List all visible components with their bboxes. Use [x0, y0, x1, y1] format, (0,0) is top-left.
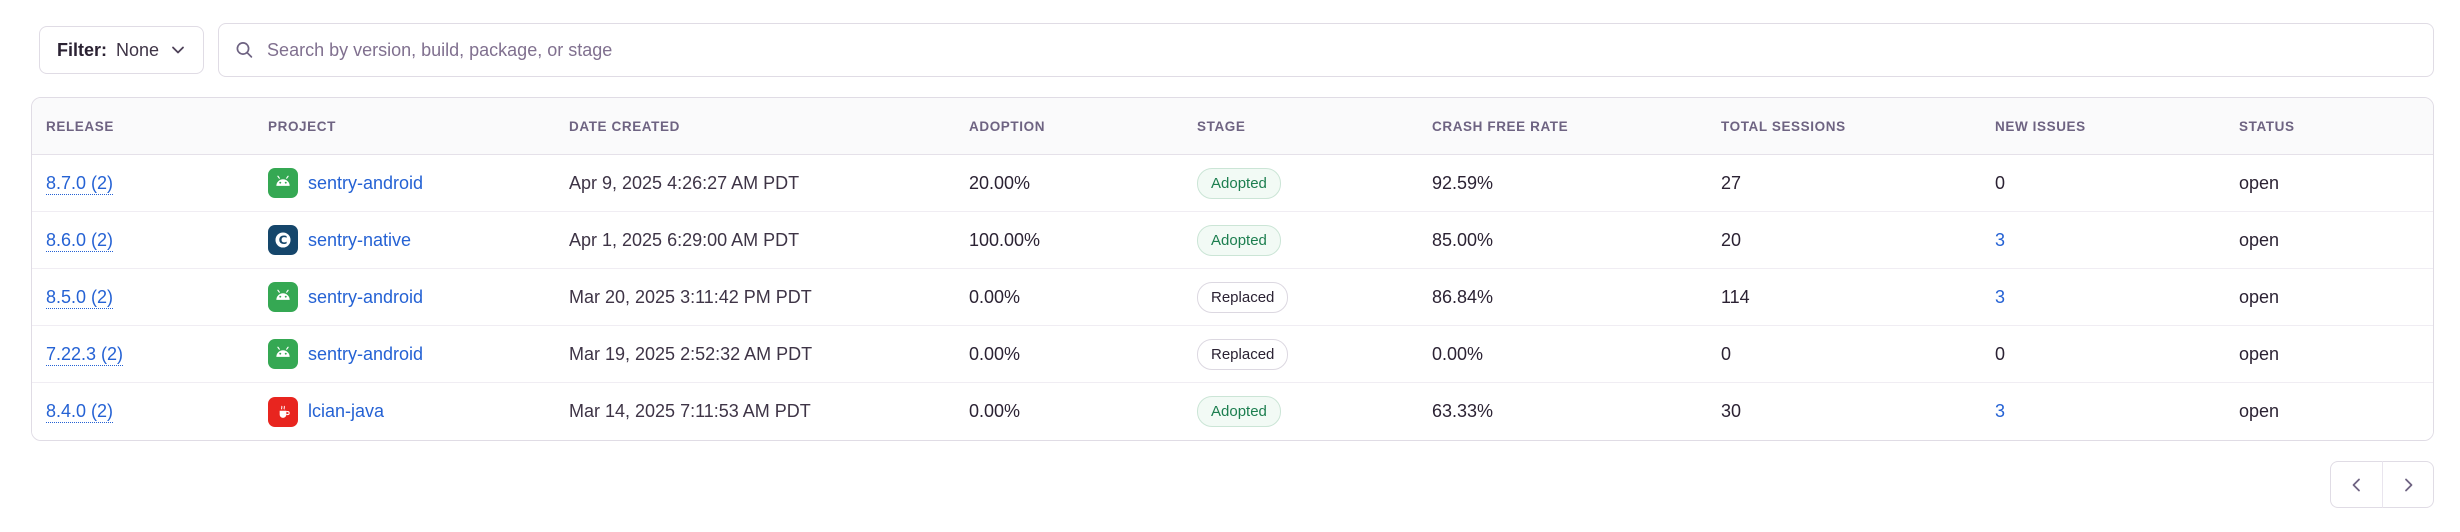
status-value: open: [2239, 229, 2280, 250]
column-header-adoption: ADOPTION: [969, 118, 1046, 134]
column-header-release: RELEASE: [46, 118, 114, 134]
crash-free-rate-value: 86.84%: [1432, 286, 1494, 307]
releases-table: RELEASE PROJECT DATE CREATED ADOPTION ST…: [31, 97, 2434, 441]
status-value: open: [2239, 401, 2280, 421]
c-icon: C: [268, 225, 298, 255]
column-header-stage: STAGE: [1197, 118, 1246, 134]
next-page-button[interactable]: [2382, 461, 2434, 508]
date-created: Mar 19, 2025 2:52:32 AM PDT: [569, 343, 813, 364]
column-header-project: PROJECT: [268, 118, 336, 134]
stage-badge: Adopted: [1197, 396, 1281, 427]
release-link[interactable]: 8.5.0 (2): [46, 286, 114, 307]
release-link[interactable]: 7.22.3 (2): [46, 343, 124, 364]
status-value: open: [2239, 286, 2280, 307]
date-created: Mar 20, 2025 3:11:42 PM PDT: [569, 286, 812, 307]
new-issues-count[interactable]: 3: [1995, 229, 2006, 250]
search-bar: [218, 23, 2434, 77]
previous-page-button[interactable]: [2330, 461, 2382, 508]
toolbar: Filter: None: [0, 0, 2460, 97]
new-issues-count[interactable]: 3: [1995, 286, 2006, 307]
search-icon: [235, 41, 254, 60]
column-header-date-created: DATE CREATED: [569, 118, 680, 134]
chevron-right-icon: [2399, 476, 2417, 494]
crash-free-rate-value: 92.59%: [1432, 172, 1494, 193]
table-row: 8.7.0 (2) sentry-android Apr 9, 2025 4:2…: [32, 155, 2433, 212]
crash-free-rate-value: 0.00%: [1432, 343, 1484, 364]
crash-free-rate-value: 63.33%: [1432, 401, 1494, 421]
column-header-status: STATUS: [2239, 118, 2295, 134]
new-issues-count[interactable]: 3: [1995, 401, 2006, 421]
table-row: 8.5.0 (2) sentry-android Mar 20, 2025 3:…: [32, 269, 2433, 326]
stage-badge: Adopted: [1197, 167, 1281, 199]
stage-badge: Replaced: [1197, 338, 1289, 370]
stage-badge: Adopted: [1197, 224, 1281, 256]
adoption-value: 100.00%: [969, 229, 1041, 250]
svg-text:C: C: [279, 233, 288, 247]
new-issues-count: 0: [1995, 343, 2006, 364]
chevron-down-icon: [168, 42, 186, 58]
java-icon: [268, 396, 298, 427]
project-link[interactable]: sentry-android: [308, 343, 424, 364]
total-sessions-value: 114: [1721, 286, 1750, 307]
stage-badge: Replaced: [1197, 281, 1289, 313]
total-sessions-value: 30: [1721, 401, 1742, 421]
date-created: Apr 1, 2025 6:29:00 AM PDT: [569, 229, 800, 250]
date-created: Mar 14, 2025 7:11:53 AM PDT: [569, 401, 811, 421]
search-input[interactable]: [218, 23, 2434, 77]
total-sessions-value: 0: [1721, 343, 1732, 364]
column-header-total-sessions: TOTAL SESSIONS: [1721, 118, 1846, 134]
column-header-crash-free-rate: CRASH FREE RATE: [1432, 118, 1569, 134]
table-row: 8.6.0 (2) C sentry-native Apr 1, 2025 6:…: [32, 212, 2433, 269]
filter-value: None: [116, 39, 160, 60]
adoption-value: 0.00%: [969, 343, 1021, 364]
project-link[interactable]: sentry-android: [308, 172, 424, 193]
adoption-value: 20.00%: [969, 172, 1031, 193]
crash-free-rate-value: 85.00%: [1432, 229, 1494, 250]
android-icon: [268, 282, 298, 312]
total-sessions-value: 27: [1721, 172, 1742, 193]
adoption-value: 0.00%: [969, 286, 1021, 307]
status-value: open: [2239, 172, 2280, 193]
adoption-value: 0.00%: [969, 401, 1021, 421]
new-issues-count: 0: [1995, 172, 2006, 193]
release-link[interactable]: 8.7.0 (2): [46, 172, 114, 193]
date-created: Apr 9, 2025 4:26:27 AM PDT: [569, 172, 800, 193]
release-link[interactable]: 8.4.0 (2): [46, 401, 114, 421]
status-value: open: [2239, 343, 2280, 364]
filter-label: Filter:: [57, 39, 108, 60]
project-link[interactable]: sentry-native: [308, 229, 412, 250]
chevron-left-icon: [2348, 476, 2366, 494]
table-row: 7.22.3 (2) sentry-android Mar 19, 2025 2…: [32, 326, 2433, 383]
release-link[interactable]: 8.6.0 (2): [46, 229, 114, 250]
column-header-new-issues: NEW ISSUES: [1995, 118, 2086, 134]
android-icon: [268, 339, 298, 369]
pagination: [0, 461, 2434, 508]
table-row: 8.4.0 (2) lcian-java Mar 14, 2025 7:11:5…: [32, 383, 2433, 440]
total-sessions-value: 20: [1721, 229, 1742, 250]
android-icon: [268, 168, 298, 198]
project-link[interactable]: sentry-android: [308, 286, 424, 307]
filter-button[interactable]: Filter: None: [39, 26, 205, 74]
table-header: RELEASE PROJECT DATE CREATED ADOPTION ST…: [32, 98, 2433, 155]
project-link[interactable]: lcian-java: [308, 401, 385, 421]
